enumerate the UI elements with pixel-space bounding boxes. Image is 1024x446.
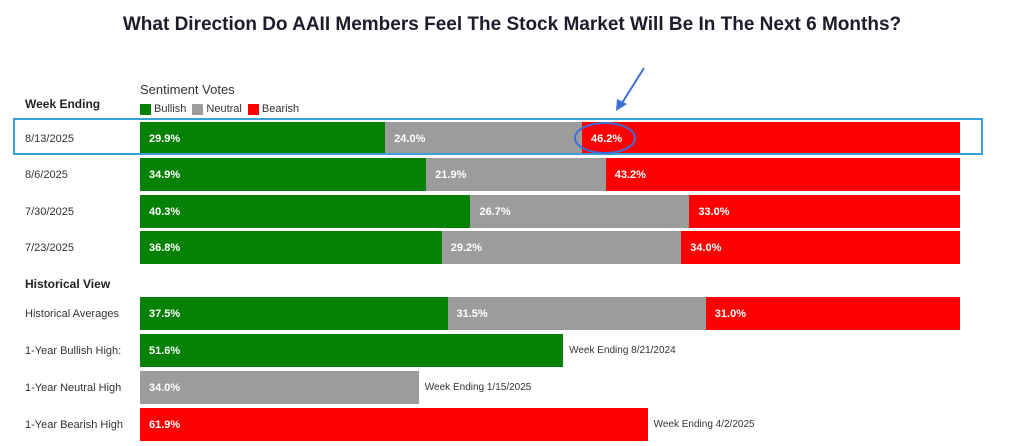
- highlight-box: [13, 118, 983, 155]
- historical-bar-neutral-0: 31.5%: [447, 297, 706, 330]
- weekly-row-label-0: 8/13/2025: [25, 133, 74, 145]
- historical-view-heading: Historical View: [25, 277, 111, 291]
- weekly-bar-bearish-2: 33.0%: [689, 195, 960, 228]
- legend: Bullish Neutral Bearish: [140, 103, 305, 115]
- weekly-bar-neutral-2: 26.7%: [470, 195, 690, 228]
- pointer-arrow-icon: [621, 67, 645, 104]
- legend-label-bullish: Bullish: [154, 103, 187, 115]
- legend-swatch-neutral: [192, 103, 204, 115]
- weekly-bar-bearish-1: 43.2%: [605, 158, 960, 191]
- weekly-bar-bullish-0: 29.9%: [140, 122, 386, 155]
- weekly-bar-neutral-3: 29.2%: [441, 231, 682, 264]
- legend-swatch-bullish: [140, 103, 151, 115]
- weekly-row-label-1: 8/6/2025: [25, 169, 68, 181]
- weekly-bar-neutral-0: 24.0%: [385, 122, 582, 155]
- historical-bar-bearish-3: 61.9%: [140, 408, 648, 441]
- historical-bar-neutral-2: 34.0%: [140, 371, 419, 404]
- arrow-head-icon: [616, 99, 627, 111]
- legend-label-neutral: Neutral: [206, 103, 242, 115]
- legend-swatch-bearish: [247, 103, 259, 115]
- weekly-row-label-3: 7/23/2025: [25, 242, 74, 254]
- weekly-bar-bullish-1: 34.9%: [140, 158, 427, 191]
- weekly-bar-bullish-3: 36.8%: [140, 231, 442, 264]
- legend-item-neutral: Neutral: [192, 103, 242, 115]
- historical-row-note-3: Week Ending 4/2/2025: [653, 419, 755, 430]
- week-ending-heading: Week Ending: [25, 97, 101, 111]
- historical-row-note-2: Week Ending 1/15/2025: [424, 382, 532, 393]
- historical-bar-bullish-1: 51.6%: [140, 334, 564, 367]
- weekly-bar-neutral-1: 21.9%: [426, 158, 606, 191]
- highlight-ellipse: [574, 122, 636, 154]
- legend-label-bearish: Bearish: [261, 103, 300, 115]
- legend-item-bullish: Bullish: [140, 103, 186, 115]
- historical-row-label-0: Historical Averages: [25, 308, 119, 320]
- historical-bar-bullish-0: 37.5%: [140, 297, 448, 330]
- weekly-bar-bullish-2: 40.3%: [140, 195, 471, 228]
- historical-row-note-1: Week Ending 8/21/2024: [569, 345, 676, 356]
- weekly-bar-bearish-3: 34.0%: [681, 231, 960, 264]
- historical-row-label-2: 1-Year Neutral High: [25, 382, 122, 394]
- historical-row-label-1: 1-Year Bullish High:: [25, 345, 122, 357]
- historical-bar-bearish-0: 31.0%: [705, 297, 960, 330]
- legend-item-bearish: Bearish: [247, 103, 300, 115]
- weekly-bar-bearish-0: 46.2%: [581, 122, 960, 155]
- sentiment-votes-label: Sentiment Votes: [140, 82, 235, 97]
- historical-row-label-3: 1-Year Bearish High: [25, 419, 124, 431]
- chart-title: What Direction Do AAII Members Feel The …: [122, 14, 902, 35]
- weekly-row-label-2: 7/30/2025: [25, 206, 74, 218]
